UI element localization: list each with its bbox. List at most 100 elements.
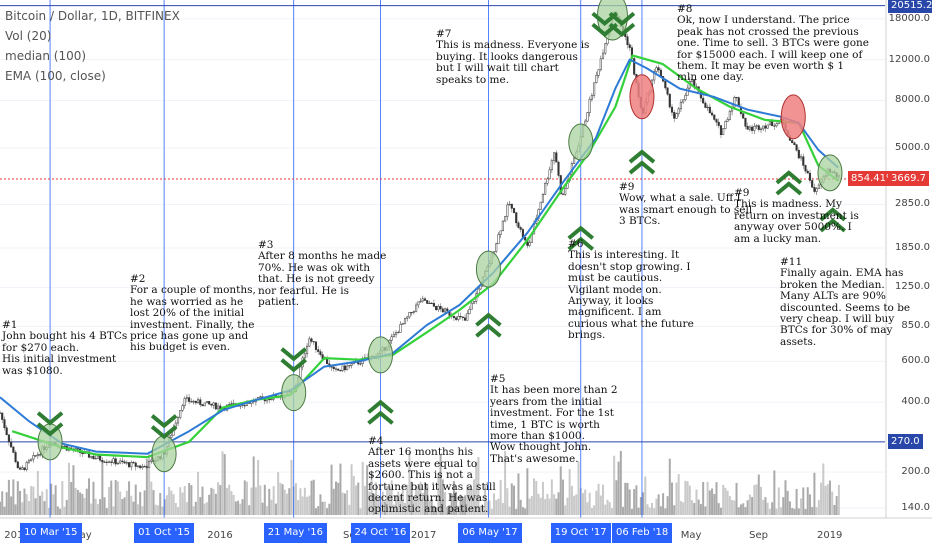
volume-bar	[337, 482, 340, 515]
volume-bar	[808, 494, 811, 515]
candle-body	[39, 454, 42, 456]
volume-bar	[693, 503, 696, 515]
volume-bar	[461, 496, 464, 515]
volume-bar	[553, 494, 556, 515]
annotation-note: #5 It has been more than 2 years from th…	[490, 373, 618, 465]
volume-bar	[679, 501, 682, 515]
volume-bar	[430, 498, 433, 515]
candle-body	[112, 458, 115, 463]
candle-body	[201, 404, 204, 407]
green-circle	[368, 336, 394, 374]
volume-bar	[261, 502, 264, 515]
volume-bar	[815, 507, 818, 515]
time-tick-label: 2016	[207, 530, 233, 541]
volume-bar	[363, 485, 366, 515]
volume-bar	[719, 507, 722, 515]
volume-bar	[506, 488, 509, 515]
volume-bar	[764, 497, 767, 515]
time-tick-label: Sep	[749, 530, 768, 541]
volume-bar	[655, 498, 658, 515]
volume-bar	[110, 480, 113, 515]
volume-bar	[194, 501, 197, 515]
volume-bar	[41, 491, 44, 515]
candle-body	[259, 396, 262, 398]
volume-bar	[119, 491, 122, 515]
arrow-up	[567, 225, 595, 240]
volume-bar	[205, 502, 208, 515]
volume-bar	[472, 479, 475, 515]
candle-body	[472, 301, 476, 304]
candle-body	[633, 58, 636, 75]
volume-bar	[780, 507, 783, 515]
legend-median[interactable]: median (100)	[5, 49, 87, 63]
volume-bar	[199, 497, 202, 515]
volume-bar	[564, 505, 567, 515]
volume-bar	[666, 496, 669, 515]
legend-symbol[interactable]: Bitcoin / Dollar, 1D, BITFINEX	[5, 9, 180, 23]
candle-body	[134, 462, 137, 467]
candle-body	[310, 338, 313, 342]
volume-bar	[762, 499, 765, 515]
volume-bar	[468, 487, 471, 515]
volume-bar	[615, 480, 618, 515]
volume-bar	[381, 491, 384, 515]
volume-bar	[54, 485, 57, 515]
volume-bar	[544, 499, 547, 515]
buy-price-tag: 270.0	[888, 433, 923, 449]
volume-bar	[145, 458, 148, 515]
volume-bar	[728, 495, 731, 515]
volume-bar	[432, 505, 435, 515]
volume-bar	[722, 484, 725, 515]
volume-bar	[637, 507, 640, 515]
green-circle	[817, 154, 843, 192]
candle-body	[586, 112, 589, 122]
volume-bar	[3, 506, 6, 515]
candle-body	[733, 96, 736, 108]
volume-bar	[83, 497, 86, 515]
volume-bar	[281, 484, 284, 515]
volume-bar	[577, 461, 580, 515]
volume-bar	[259, 485, 262, 515]
volume-bar	[437, 472, 440, 515]
volume-bar	[294, 483, 297, 515]
volume-bar	[277, 472, 280, 515]
candle-body	[550, 160, 553, 171]
candle-body	[217, 405, 220, 410]
candle-body	[123, 461, 126, 464]
volume-bar	[426, 484, 429, 515]
volume-bar	[183, 486, 186, 515]
volume-bar	[23, 488, 26, 515]
volume-bar	[831, 491, 834, 515]
candle-body	[141, 466, 144, 468]
arrow-down	[150, 425, 178, 440]
volume-bar	[633, 489, 636, 515]
legend-volume[interactable]: Vol (20)	[5, 29, 52, 43]
annotation-note: #9 Wow, what a sale. Uff I was smart eno…	[619, 181, 753, 228]
volume-bar	[746, 500, 749, 515]
candle-body	[299, 366, 302, 378]
candle-body	[339, 370, 342, 372]
volume-bar	[121, 498, 124, 515]
candle-body	[775, 123, 778, 127]
price-tick-label: 1850.0	[895, 241, 930, 253]
candle-body	[512, 208, 516, 213]
volume-bar	[99, 499, 102, 515]
volume-bar	[67, 462, 70, 515]
volume-bar	[695, 489, 698, 515]
volume-bar	[94, 498, 97, 515]
green-circle	[281, 374, 307, 412]
volume-bar	[399, 495, 402, 515]
candle-body	[593, 82, 596, 96]
arrow-down	[608, 11, 636, 26]
volume-bar	[19, 490, 22, 515]
volume-bar	[755, 484, 758, 515]
candle-body	[800, 156, 803, 159]
candle-body	[343, 365, 346, 371]
candle-body	[666, 87, 669, 95]
candle-body	[524, 236, 527, 241]
candle-body	[21, 467, 24, 470]
volume-bar	[36, 470, 39, 515]
volume-bar	[630, 508, 633, 515]
legend-ema[interactable]: EMA (100, close)	[5, 69, 106, 83]
